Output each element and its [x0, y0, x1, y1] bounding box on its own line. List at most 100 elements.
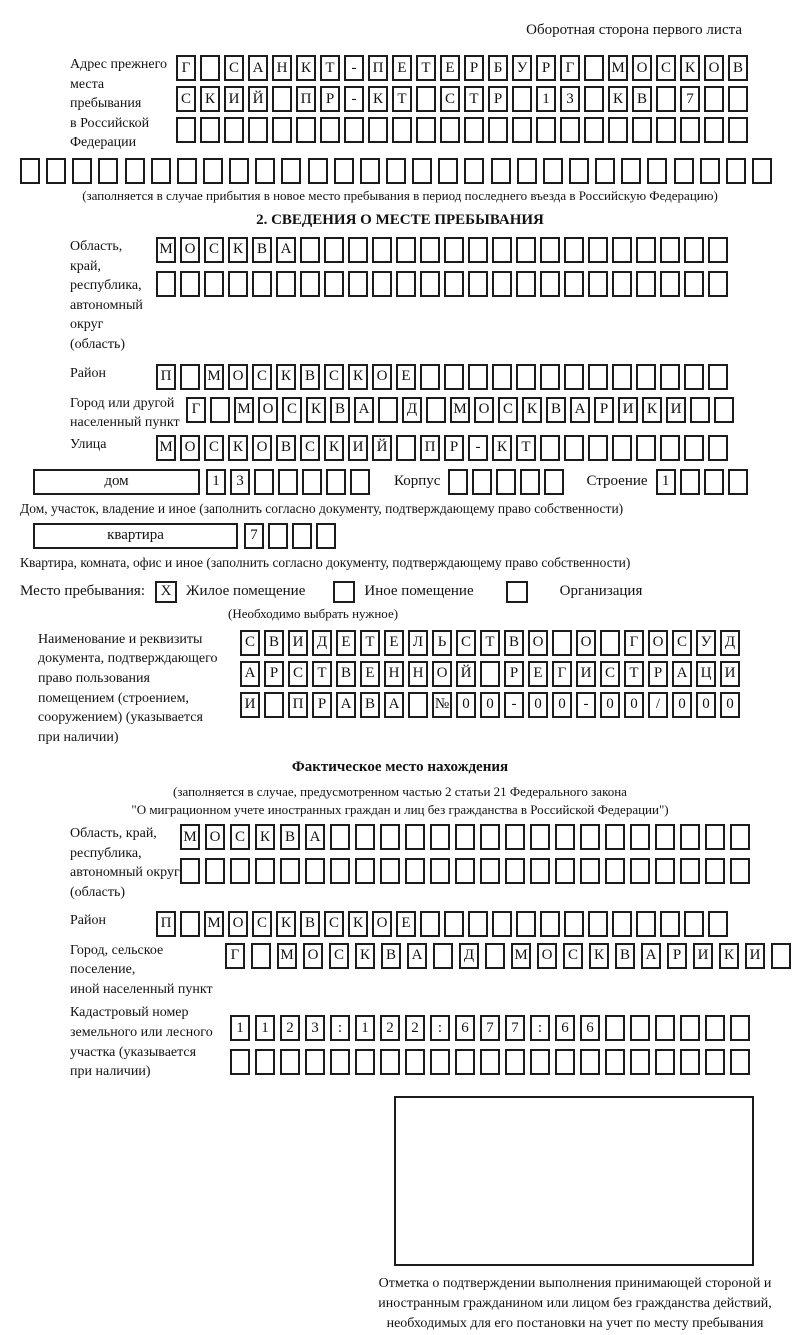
char-cell[interactable]: [516, 363, 536, 390]
char-cell[interactable]: :: [330, 1015, 350, 1042]
char-cell[interactable]: [584, 117, 604, 143]
char-cell[interactable]: [480, 824, 500, 851]
char-cell[interactable]: К: [368, 86, 388, 112]
char-cell[interactable]: [636, 236, 656, 263]
char-cell[interactable]: А: [240, 660, 260, 687]
char-cell[interactable]: [555, 1049, 575, 1076]
char-cell[interactable]: [300, 236, 320, 263]
char-cell[interactable]: С: [224, 55, 244, 81]
char-cell[interactable]: [324, 236, 344, 263]
char-cell[interactable]: [430, 824, 450, 851]
char-cell[interactable]: Р: [648, 660, 668, 687]
char-cell[interactable]: [655, 858, 675, 885]
char-cell[interactable]: [156, 270, 176, 297]
char-cell[interactable]: У: [696, 629, 716, 656]
char-cell[interactable]: [420, 270, 440, 297]
char-cell[interactable]: [464, 117, 484, 143]
char-cell[interactable]: О: [474, 396, 494, 423]
char-cell[interactable]: [505, 1049, 525, 1076]
char-cell[interactable]: К: [296, 55, 316, 81]
char-cell[interactable]: У: [512, 55, 532, 81]
char-cell[interactable]: [72, 157, 93, 184]
char-cell[interactable]: [252, 270, 272, 297]
char-cell[interactable]: [180, 858, 200, 885]
char-cell[interactable]: А: [248, 55, 268, 81]
char-cell[interactable]: [488, 117, 508, 143]
char-cell[interactable]: [595, 157, 616, 184]
char-cell[interactable]: [600, 629, 620, 656]
char-cell[interactable]: М: [204, 910, 224, 937]
char-cell[interactable]: [708, 910, 728, 937]
char-cell[interactable]: [180, 910, 200, 937]
char-cell[interactable]: [680, 824, 700, 851]
char-cell[interactable]: А: [384, 691, 404, 718]
char-cell[interactable]: 1: [655, 468, 676, 495]
checkbox-organization[interactable]: [505, 580, 528, 603]
char-cell[interactable]: [725, 157, 746, 184]
checkbox-residential[interactable]: X: [155, 580, 177, 603]
char-cell[interactable]: [621, 157, 642, 184]
char-cell[interactable]: И: [720, 660, 740, 687]
char-cell[interactable]: [584, 55, 604, 81]
char-cell[interactable]: [392, 117, 412, 143]
char-cell[interactable]: [348, 270, 368, 297]
char-cell[interactable]: [492, 910, 512, 937]
char-cell[interactable]: М: [608, 55, 628, 81]
char-cell[interactable]: С: [656, 55, 676, 81]
char-cell[interactable]: /: [648, 691, 668, 718]
char-cell[interactable]: С: [230, 824, 250, 851]
char-cell[interactable]: [612, 910, 632, 937]
char-cell[interactable]: [505, 824, 525, 851]
char-cell[interactable]: [378, 396, 398, 423]
char-cell[interactable]: [540, 910, 560, 937]
char-cell[interactable]: [751, 157, 772, 184]
char-cell[interactable]: Г: [176, 55, 196, 81]
char-cell[interactable]: [660, 270, 680, 297]
char-cell[interactable]: Г: [552, 660, 572, 687]
char-cell[interactable]: Е: [384, 629, 404, 656]
char-cell[interactable]: О: [228, 363, 248, 390]
char-cell[interactable]: В: [330, 396, 350, 423]
char-cell[interactable]: [280, 858, 300, 885]
char-cell[interactable]: [660, 434, 680, 461]
char-cell[interactable]: А: [354, 396, 374, 423]
char-cell[interactable]: Й: [372, 434, 392, 461]
char-cell[interactable]: [564, 270, 584, 297]
char-cell[interactable]: [305, 858, 325, 885]
char-cell[interactable]: [326, 468, 346, 495]
char-cell[interactable]: [505, 858, 525, 885]
char-cell[interactable]: [564, 236, 584, 263]
char-cell[interactable]: [405, 858, 425, 885]
char-cell[interactable]: [630, 1015, 650, 1042]
char-cell[interactable]: Е: [396, 910, 416, 937]
char-cell[interactable]: М: [204, 363, 224, 390]
char-cell[interactable]: [176, 157, 197, 184]
char-cell[interactable]: К: [200, 86, 220, 112]
char-cell[interactable]: [224, 117, 244, 143]
char-cell[interactable]: 1: [206, 468, 226, 495]
char-cell[interactable]: Р: [312, 691, 332, 718]
char-cell[interactable]: 2: [280, 1015, 300, 1042]
char-cell[interactable]: П: [368, 55, 388, 81]
char-cell[interactable]: В: [504, 629, 524, 656]
char-cell[interactable]: В: [381, 942, 401, 969]
char-cell[interactable]: [444, 910, 464, 937]
char-cell[interactable]: [416, 117, 436, 143]
char-cell[interactable]: К: [348, 363, 368, 390]
char-cell[interactable]: Р: [594, 396, 614, 423]
char-cell[interactable]: Д: [402, 396, 422, 423]
char-cell[interactable]: [492, 363, 512, 390]
char-cell[interactable]: [468, 910, 488, 937]
char-cell[interactable]: К: [719, 942, 739, 969]
char-cell[interactable]: [771, 942, 791, 969]
char-cell[interactable]: [333, 157, 354, 184]
char-cell[interactable]: [656, 117, 676, 143]
char-cell[interactable]: [385, 157, 406, 184]
char-cell[interactable]: С: [240, 629, 260, 656]
char-cell[interactable]: [324, 270, 344, 297]
char-cell[interactable]: [228, 270, 248, 297]
char-cell[interactable]: Р: [444, 434, 464, 461]
char-cell[interactable]: [708, 270, 728, 297]
char-cell[interactable]: [516, 910, 536, 937]
char-cell[interactable]: №: [432, 691, 452, 718]
